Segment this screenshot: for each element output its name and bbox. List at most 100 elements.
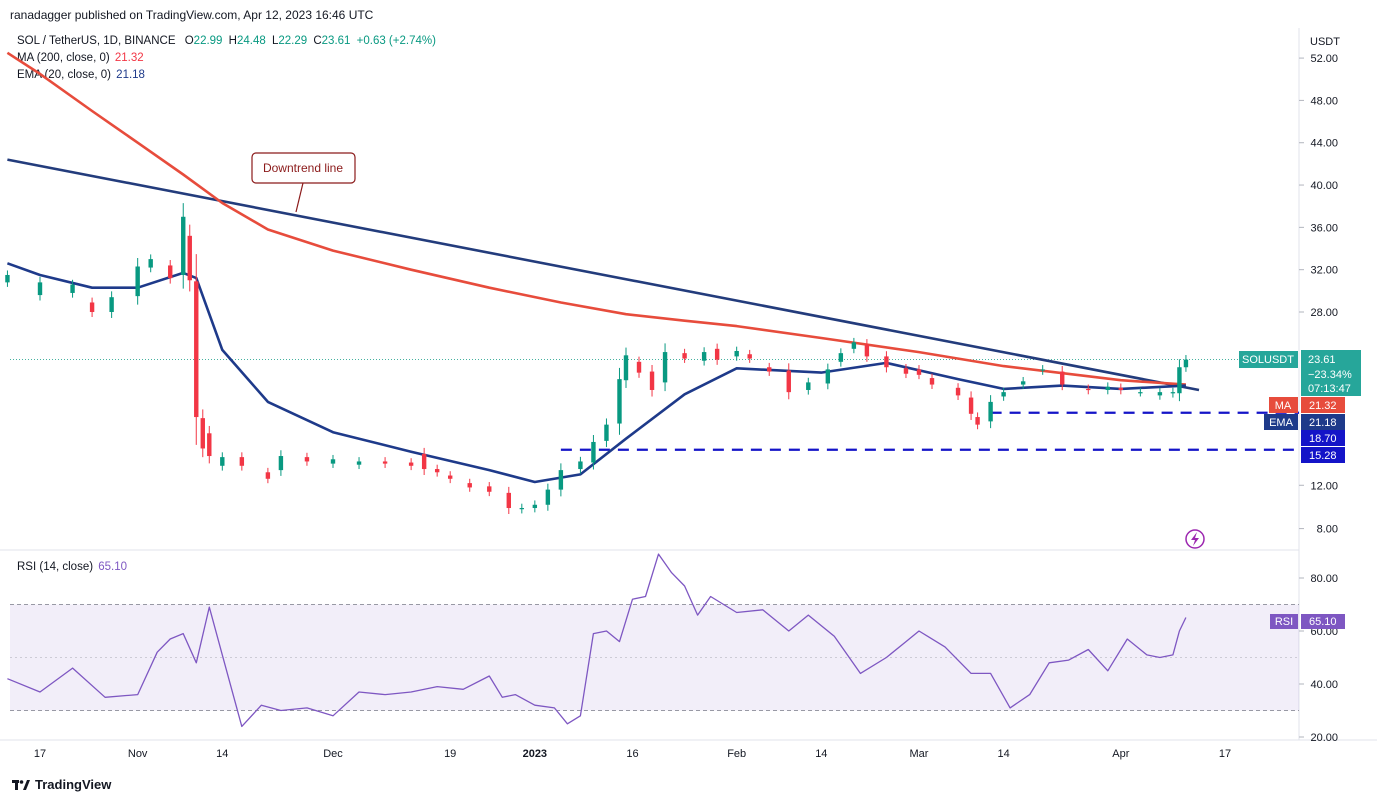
candle-body-50 [851, 342, 857, 349]
candle-body-36 [623, 355, 629, 381]
price-tick-label-6: 28.00 [1310, 307, 1338, 319]
candle-body-0 [5, 274, 10, 283]
time-tick-label-9: Mar [910, 748, 929, 760]
rsi-legend-label: RSI (14, close) [17, 561, 94, 573]
candle-body-61 [1020, 381, 1026, 385]
candle-body-37 [636, 361, 642, 373]
candle-body-55 [929, 378, 935, 385]
candle-body-23 [434, 469, 440, 473]
candle-body-7 [168, 265, 173, 279]
level-badge-2-text: 15.28 [1309, 450, 1337, 462]
time-tick-label-8: 14 [815, 748, 827, 760]
price-tick-label-4: 36.00 [1310, 222, 1338, 234]
price-tick-label-0: 52.00 [1310, 53, 1338, 65]
candle-body-46 [786, 370, 791, 393]
time-tick-label-3: Dec [323, 748, 343, 760]
tradingview-logo[interactable]: TradingView [12, 777, 111, 792]
candle-body-2 [70, 284, 75, 293]
candle-body-21 [408, 462, 414, 466]
candle-body-51 [864, 344, 870, 357]
rsi-legend-value: 65.10 [98, 561, 128, 573]
candle-body-27 [506, 492, 511, 509]
price-badge: SOLUSDT 23.61 −23.34% 07:13:47 [1239, 350, 1361, 396]
candle-body-19 [356, 461, 362, 465]
time-tick-label-6: 16 [626, 748, 638, 760]
ma-badge-label-bg [1269, 397, 1298, 413]
candle-body-29 [532, 504, 538, 509]
candle-body-15 [265, 472, 271, 479]
candle-body-64 [1086, 388, 1091, 391]
candle-body-34 [604, 424, 609, 441]
chart-frame [0, 28, 1377, 741]
candle-body-18 [330, 459, 336, 464]
ema-badge-label-bg [1264, 414, 1298, 430]
candle-body-14 [239, 457, 245, 466]
ema-legend-label: EMA (20, close, 0) [17, 69, 111, 81]
level-badge-1-bg [1301, 430, 1345, 446]
candle-body-49 [838, 353, 844, 362]
ma-badge-value-bg [1301, 397, 1345, 413]
candle-body-33 [591, 441, 596, 463]
candle-body-67 [1138, 392, 1143, 394]
price-badge-countdown: 07:13:47 [1308, 383, 1351, 395]
candle-body-58 [975, 417, 980, 425]
tradingview-logo-icon [12, 779, 30, 790]
price-axis[interactable]: 52.00 48.00 44.00 40.00 36.00 32.00 28.00 12.00… [1299, 53, 1338, 536]
symbol-badge-text: SOLUSDT [1242, 354, 1294, 366]
currency-label: USDT [1310, 36, 1340, 48]
downtrend-line [7, 158, 1200, 392]
time-tick-label-1: Nov [128, 748, 148, 760]
candle-body-38 [649, 371, 655, 390]
annotation-group[interactable]: Downtrend line [251, 152, 356, 213]
candle-body-69 [1170, 392, 1176, 394]
candle-body-70 [1177, 367, 1182, 394]
candle-body-28 [519, 508, 525, 510]
annotation-text: Downtrend line [263, 161, 343, 175]
open-label: O [184, 35, 194, 47]
ma-legend[interactable]: MA (200, close, 0) 21.32 [17, 52, 144, 64]
rsi-badge-value: 65.10 [1309, 616, 1337, 628]
lightning-icon[interactable] [1185, 529, 1205, 549]
time-tick-label-11: Apr [1112, 748, 1129, 760]
ma-badge: MA 21.32 [1269, 397, 1345, 413]
tradingview-brand: TradingView [35, 777, 112, 792]
time-tick-label-2: 14 [216, 748, 228, 760]
time-tick-label-4: 19 [444, 748, 456, 760]
candle-body-35 [617, 379, 622, 424]
close-value: 23.61 [321, 35, 351, 47]
candle-body-71 [1183, 359, 1189, 368]
candle-body-54 [916, 369, 922, 375]
ema-badge: EMA 21.18 [1264, 414, 1345, 430]
ema-legend[interactable]: EMA (20, close, 0) 21.18 [17, 69, 145, 81]
candle-body-42 [714, 348, 720, 360]
time-axis[interactable]: 17 Nov 14 Dec 19 2023 16 Feb 14 Mar 14 Apr 17 [34, 748, 1231, 760]
high-label: H [228, 35, 237, 47]
price-tick-label-7: 12.00 [1310, 480, 1338, 492]
candle-body-68 [1157, 392, 1163, 396]
annotation-box[interactable] [251, 152, 356, 184]
symbol-badge-bg [1239, 351, 1298, 368]
candle-body-56 [955, 387, 961, 396]
rsi-tick-label-3: 20.00 [1310, 732, 1338, 744]
symbol-legend: SOL / TetherUS, 1D, BINANCE O22.99 H24.4… [17, 35, 436, 47]
time-tick-label-5: 2023 [523, 748, 547, 760]
ema-legend-value: 21.18 [116, 69, 145, 81]
candle-body-52 [884, 356, 889, 368]
symbol-name[interactable]: SOL / TetherUS, 1D, BINANCE [17, 35, 176, 47]
high-value: 24.48 [236, 35, 266, 47]
candle-body-11 [200, 418, 205, 449]
ma-legend-label: MA (200, close, 0) [17, 52, 110, 64]
rsi-legend[interactable]: RSI (14, close) 65.10 [17, 561, 127, 573]
candle-body-60 [1001, 392, 1006, 397]
ema-badge-label: EMA [1269, 417, 1294, 429]
candle-body-13 [220, 457, 225, 466]
candle-body-65 [1105, 386, 1111, 390]
price-badge-bg [1301, 350, 1361, 396]
rsi-tick-label-0: 80.00 [1310, 573, 1338, 585]
candle-body-62 [1040, 369, 1045, 371]
ema-badge-value-bg [1301, 414, 1345, 430]
ema-badge-value: 21.18 [1309, 417, 1337, 429]
price-badge-change: −23.34% [1308, 369, 1352, 381]
